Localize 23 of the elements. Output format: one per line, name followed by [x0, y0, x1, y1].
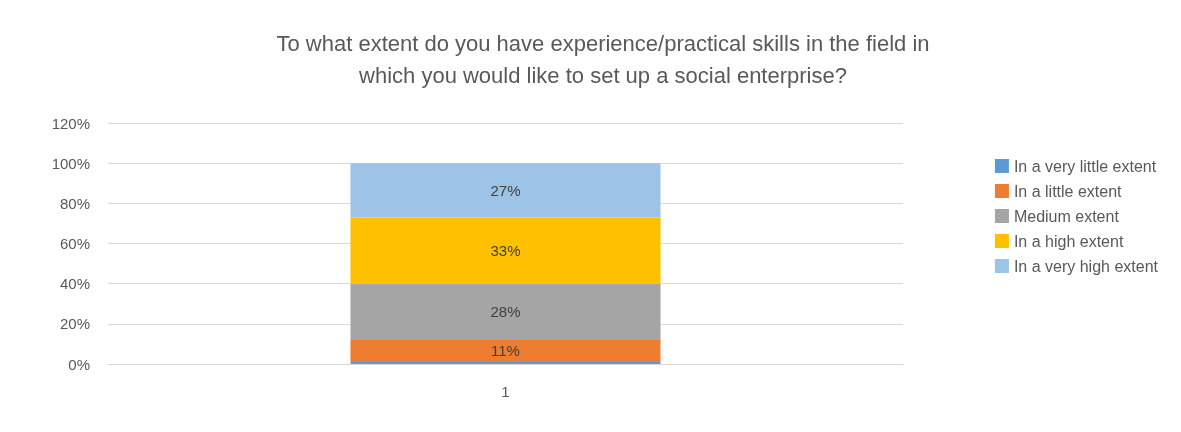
- legend-label: In a high extent: [1013, 232, 1124, 250]
- legend-label: In a very little extent: [1013, 157, 1157, 175]
- data-label: 33%: [490, 242, 521, 260]
- bar: [350, 339, 661, 362]
- x-tick-label: 1: [501, 383, 510, 400]
- data-label: 28%: [490, 303, 521, 321]
- bar: [350, 283, 661, 340]
- legend-label: In a little extent: [1013, 182, 1123, 200]
- y-tick-label: 60%: [59, 235, 90, 252]
- y-tick-label: 40%: [59, 275, 90, 293]
- bar: [350, 361, 661, 364]
- legend-label: In a very high extent: [1013, 257, 1159, 275]
- y-tick-label: 80%: [59, 194, 90, 212]
- chart-title: To what extent do you have experience/practical skills in the field in which you would like to set up a social enterprise?: [276, 30, 930, 88]
- data-label: 27%: [490, 181, 521, 199]
- y-tick-label: 120%: [51, 114, 90, 132]
- y-tick-label: 0%: [68, 355, 90, 373]
- data-label: 11%: [491, 342, 520, 360]
- y-tick-label: 100%: [51, 154, 90, 172]
- y-tick-label: 20%: [59, 315, 90, 333]
- bar: [350, 163, 661, 218]
- bar: [350, 217, 661, 284]
- legend-label: Medium extent: [1013, 207, 1120, 225]
